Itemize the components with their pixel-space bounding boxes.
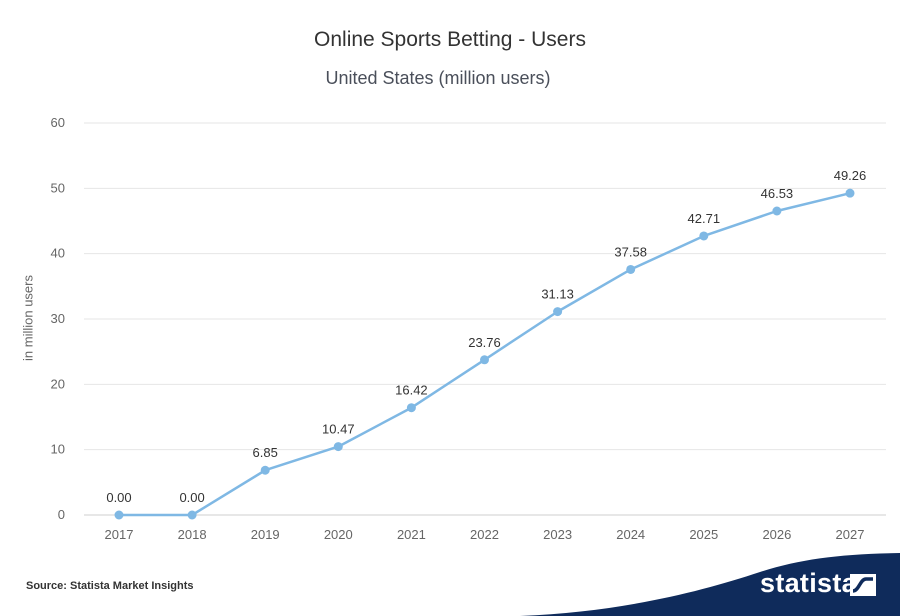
data-point[interactable] [480,355,489,365]
data-label: 42.71 [688,211,721,226]
y-tick-label: 60 [51,115,65,130]
y-tick-label: 30 [51,311,65,326]
data-point[interactable] [845,188,855,198]
data-label: 37.58 [614,244,647,259]
x-tick-label: 2023 [543,527,572,542]
y-tick-label: 50 [51,180,65,195]
data-label: 10.47 [322,422,355,437]
data-point[interactable] [187,510,197,520]
data-label: 46.53 [761,186,794,201]
data-point[interactable] [114,510,124,520]
data-point[interactable] [406,403,416,413]
source-note: Source: Statista Market Insights [26,580,194,592]
data-label: 0.00 [179,490,204,505]
y-tick-label: 20 [51,376,65,391]
chart-subtitle: United States (million users) [325,68,551,88]
data-label: 0.00 [106,490,131,505]
x-tick-label: 2020 [324,527,353,542]
data-label: 16.42 [395,383,428,398]
x-tick-label: 2019 [251,527,280,542]
x-tick-label: 2018 [178,527,207,542]
y-tick-labels: 0 10 20 30 40 50 60 [51,115,65,522]
data-labels: 0.00 0.00 6.85 10.47 16.42 23.76 31.13 37.58 42.… [106,168,866,505]
data-point[interactable] [553,307,563,317]
statista-logo-text[interactable]: statista [760,568,857,598]
x-tick-label: 2026 [762,527,791,542]
x-tick-labels: 2017 2018 2019 2020 2021 2022 2023 2024 2025 2026… [105,527,865,542]
x-tick-label: 2022 [470,527,499,542]
x-tick-label: 2024 [616,527,645,542]
x-tick-label: 2017 [105,527,134,542]
data-label: 6.85 [253,445,278,460]
data-point[interactable] [699,231,709,241]
x-tick-label: 2025 [689,527,718,542]
data-point[interactable] [772,206,782,216]
data-point[interactable] [260,465,270,475]
data-point[interactable] [333,442,343,452]
chart-title: Online Sports Betting - Users [314,28,586,51]
data-label: 49.26 [834,168,867,183]
x-tick-label: 2021 [397,527,426,542]
data-label: 31.13 [541,287,574,302]
data-label: 23.76 [468,335,501,350]
y-tick-label: 0 [58,507,65,522]
series-users [114,188,855,520]
y-tick-label: 40 [51,246,65,261]
data-point[interactable] [626,264,636,274]
y-tick-label: 10 [51,442,65,457]
statista-logo-icon [850,574,876,596]
x-tick-label: 2027 [836,527,865,542]
grid-lines [84,122,886,516]
